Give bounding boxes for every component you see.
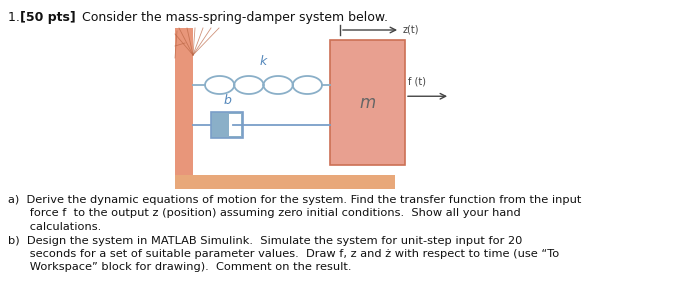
Bar — [330, 40, 405, 165]
Text: 1.: 1. — [8, 11, 24, 24]
Text: Workspace” block for drawing).  Comment on the result.: Workspace” block for drawing). Comment o… — [8, 263, 351, 272]
Bar — [229, 114, 241, 136]
Bar — [175, 175, 395, 189]
Text: b)  Design the system in MATLAB Simulink.  Simulate the system for unit-step inp: b) Design the system in MATLAB Simulink.… — [8, 235, 522, 246]
Text: force f  to the output z (position) assuming zero initial conditions.  Show all : force f to the output z (position) assum… — [8, 209, 521, 218]
Text: a)  Derive the dynamic equations of motion for the system. Find the transfer fun: a) Derive the dynamic equations of motio… — [8, 195, 582, 205]
Text: calculations.: calculations. — [8, 222, 101, 232]
Text: k: k — [260, 55, 267, 68]
Text: seconds for a set of suitable parameter values.  Draw f, z and ż with respect to: seconds for a set of suitable parameter … — [8, 249, 559, 259]
Text: Consider the mass-spring-damper system below.: Consider the mass-spring-damper system b… — [78, 11, 388, 24]
Text: z(t): z(t) — [403, 25, 419, 35]
Text: [50 pts]: [50 pts] — [20, 11, 76, 24]
Text: b: b — [223, 94, 231, 107]
Text: f (t): f (t) — [408, 76, 426, 86]
Bar — [175, 28, 193, 175]
Text: m: m — [359, 94, 376, 112]
Bar — [211, 112, 243, 138]
